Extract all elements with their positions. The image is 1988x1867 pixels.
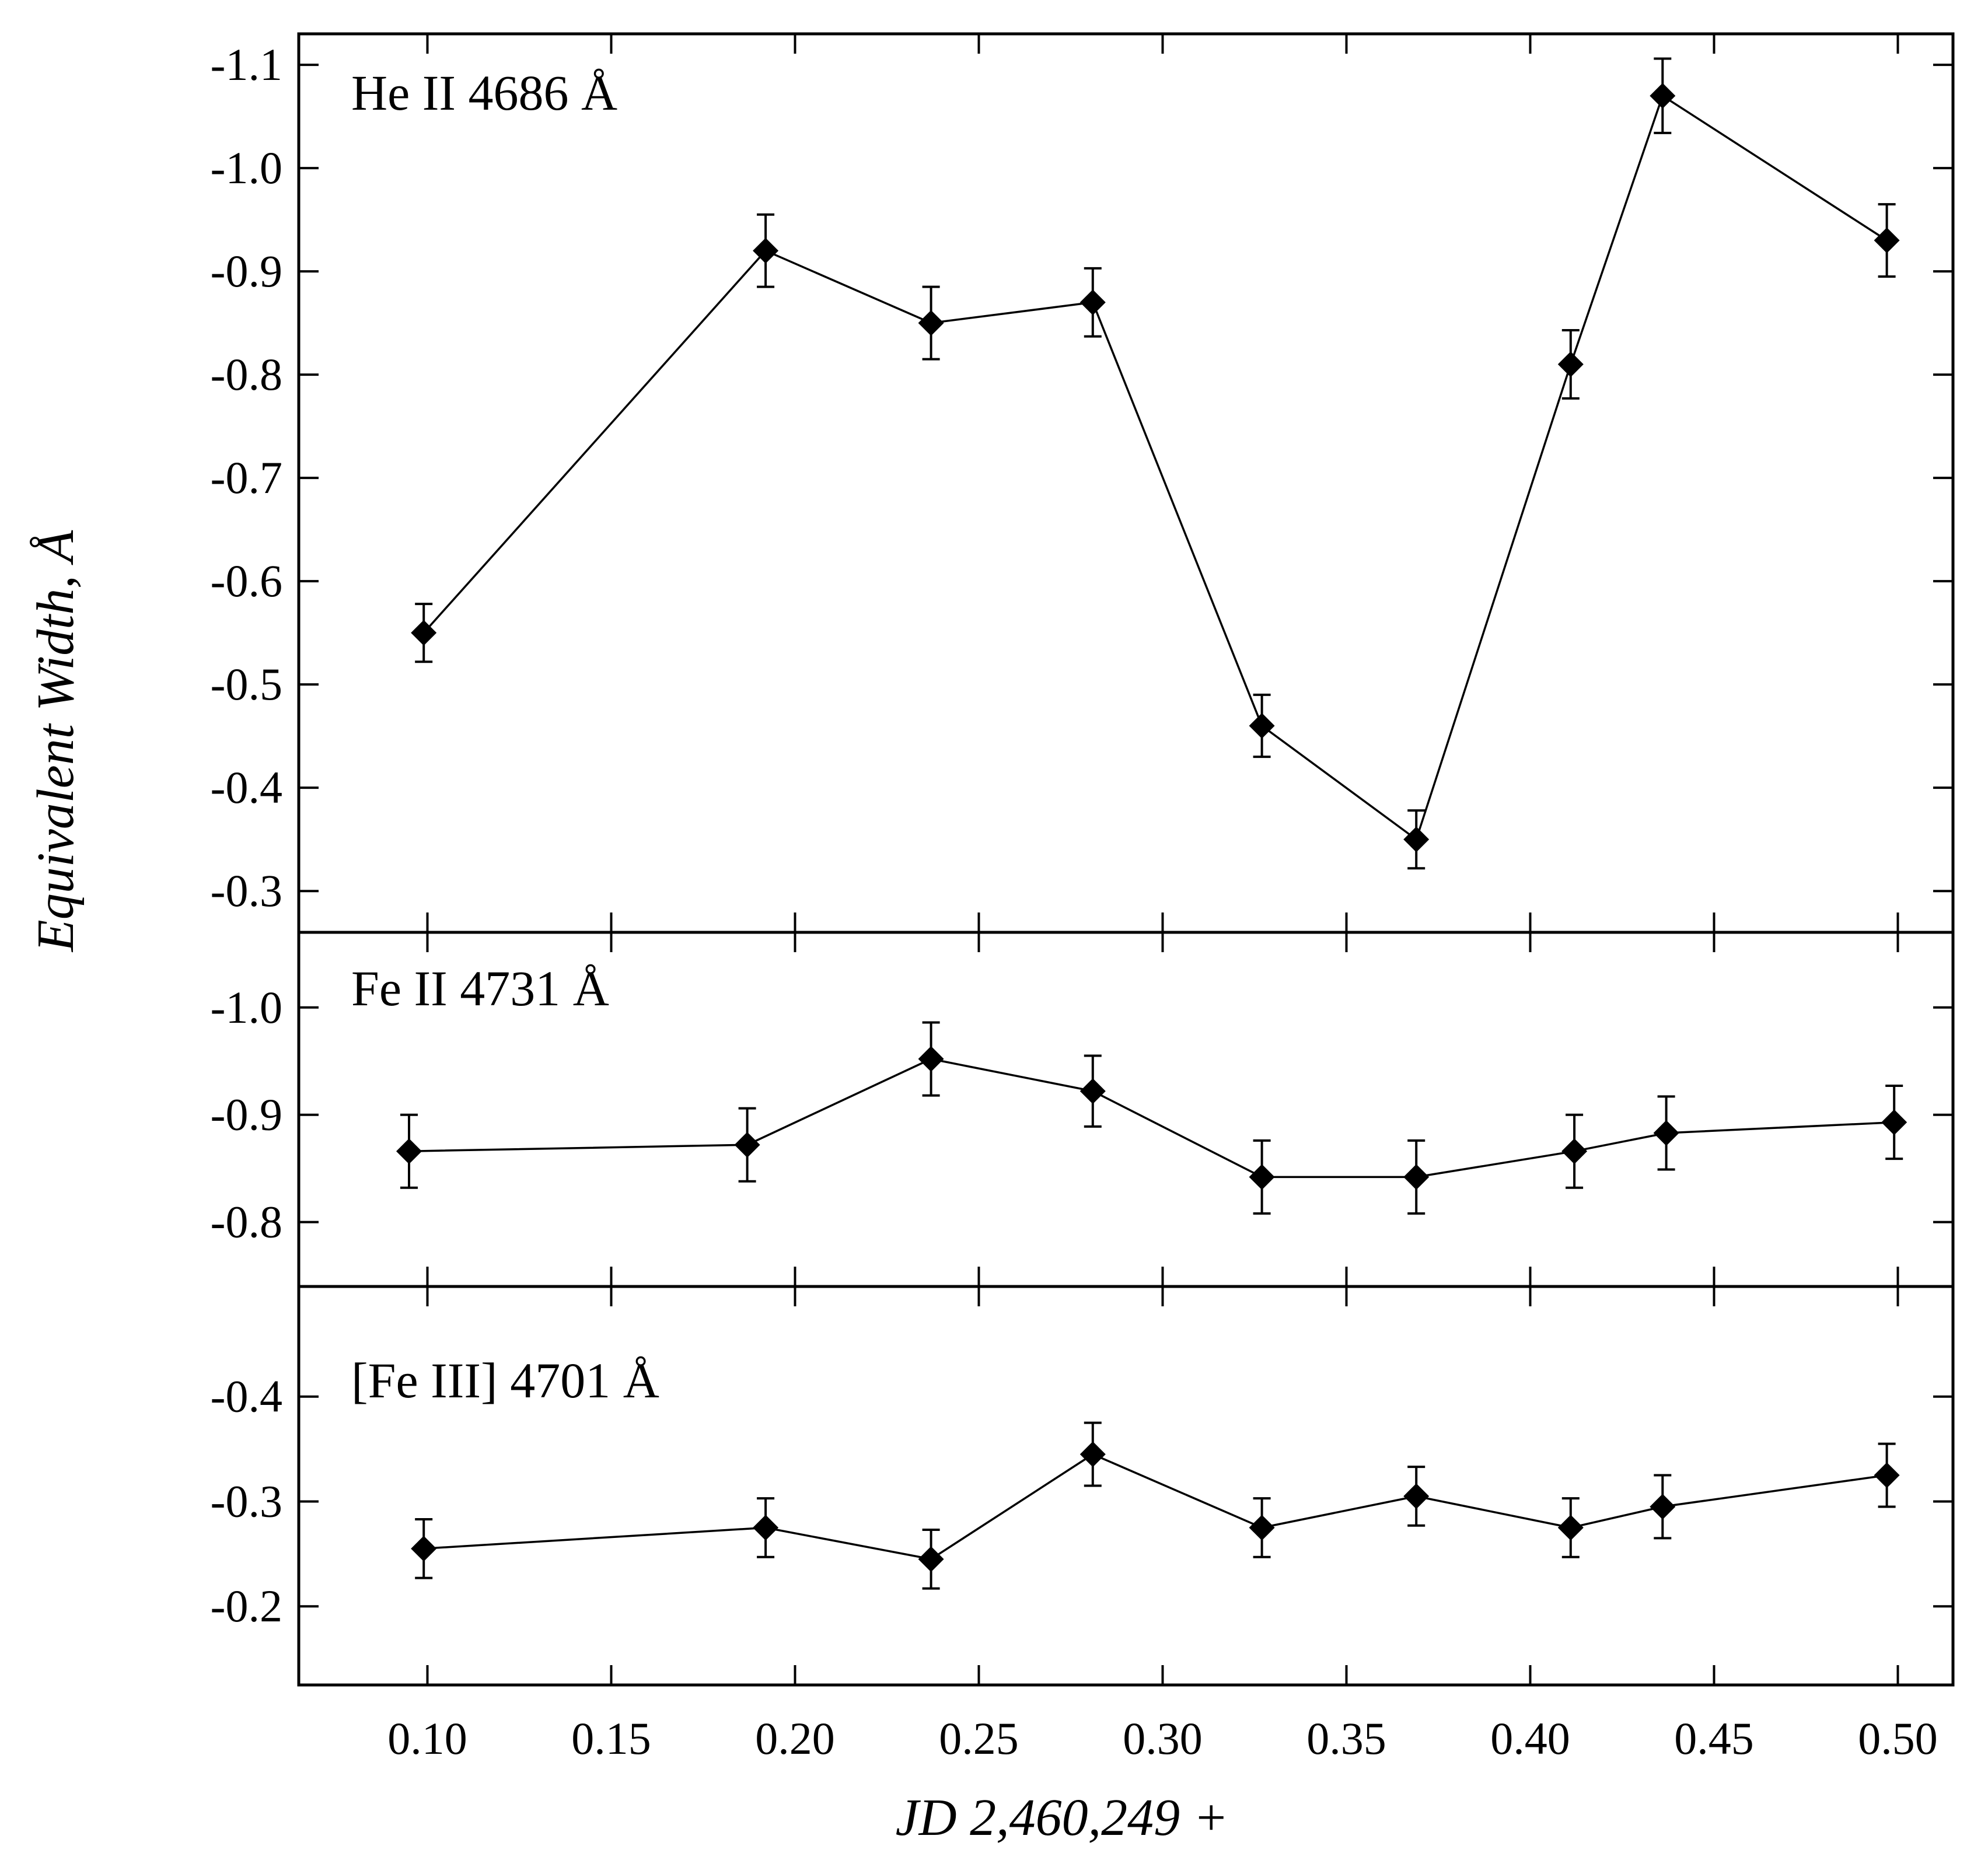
y-tick-label: -0.3 <box>211 865 282 916</box>
x-tick-label: 0.30 <box>1123 1713 1203 1764</box>
x-tick-label: 0.40 <box>1490 1713 1570 1764</box>
y-tick-label: -0.9 <box>211 246 282 296</box>
data-point <box>734 1132 760 1158</box>
data-point <box>1403 1483 1430 1509</box>
x-tick-label: 0.20 <box>755 1713 835 1764</box>
x-axis-title: JD 2,460,249 + <box>896 1789 1229 1847</box>
y-tick-label: -1.0 <box>211 982 282 1033</box>
data-point <box>918 310 944 336</box>
data-point <box>918 1546 944 1572</box>
data-point <box>411 620 437 646</box>
y-tick-label: -0.3 <box>211 1476 282 1526</box>
y-tick-label: -0.4 <box>211 762 282 813</box>
panel-label-3: [Fe III] 4701 Å <box>351 1352 659 1408</box>
y-tick-label: -1.0 <box>211 142 282 193</box>
data-point <box>1249 1515 1275 1541</box>
data-point <box>411 1536 437 1562</box>
y-tick-label: -0.7 <box>211 452 282 503</box>
data-point <box>918 1046 944 1072</box>
y-tick-label: -0.2 <box>211 1581 282 1631</box>
panel-label-2: Fe II 4731 Å <box>351 960 609 1016</box>
panel-frame-3 <box>297 1285 1955 1687</box>
y-tick-label: -0.6 <box>211 555 282 606</box>
data-point <box>753 1515 779 1541</box>
data-point <box>753 237 779 264</box>
data-point <box>1079 1078 1106 1104</box>
data-point <box>396 1138 422 1165</box>
data-point <box>1874 1462 1900 1488</box>
x-tick-label: 0.10 <box>387 1713 467 1764</box>
y-tick-label: -0.5 <box>211 659 282 709</box>
series-line <box>408 1058 1895 1179</box>
text-layer: JD 2,460,249 + Equivalent Width, Å -1.1 -… <box>27 39 1938 1847</box>
data-point <box>1874 228 1900 254</box>
y-tick-label: -0.4 <box>211 1371 282 1422</box>
data-point <box>1403 1164 1430 1190</box>
x-tick-label: 0.35 <box>1306 1713 1386 1764</box>
frame-layer <box>297 32 1955 1687</box>
x-tick-label: 0.50 <box>1858 1713 1938 1764</box>
marks-layer <box>396 57 1907 1590</box>
x-tick-label: 0.45 <box>1674 1713 1754 1764</box>
data-point <box>1249 712 1275 739</box>
panel-label-1: He II 4686 Å <box>351 65 617 121</box>
data-point <box>1079 289 1106 316</box>
y-tick-label: -0.9 <box>211 1089 282 1140</box>
data-point <box>1650 83 1676 109</box>
data-point <box>1881 1109 1907 1135</box>
y-axis-title: Equivalent Width, Å <box>27 530 85 953</box>
data-point <box>1403 826 1430 852</box>
y-tick-label: -0.8 <box>211 349 282 400</box>
data-point <box>1079 1441 1106 1467</box>
series-line <box>422 94 1888 841</box>
data-point <box>1557 1515 1584 1541</box>
x-tick-label: 0.15 <box>571 1713 651 1764</box>
data-point <box>1561 1138 1588 1165</box>
data-point <box>1650 1494 1676 1520</box>
panel-frame-1 <box>297 32 1955 934</box>
data-point <box>1249 1164 1275 1190</box>
y-tick-label: -1.1 <box>211 39 282 90</box>
data-point <box>1557 351 1584 377</box>
data-point <box>1653 1120 1679 1146</box>
y-tick-label: -0.8 <box>211 1197 282 1247</box>
x-tick-label: 0.25 <box>939 1713 1019 1764</box>
